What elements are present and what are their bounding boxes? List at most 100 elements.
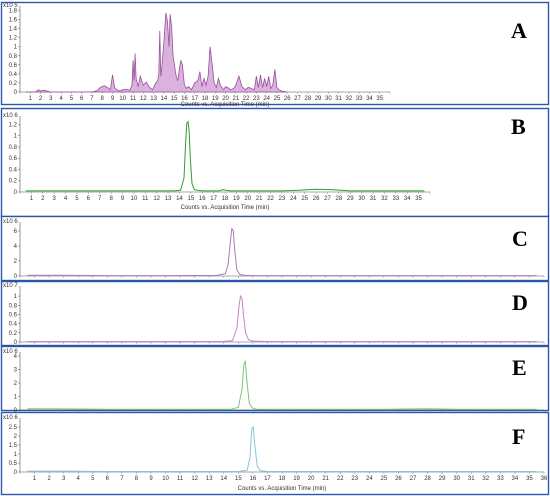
x-tick-label: 8 <box>135 476 139 482</box>
x-tick-label: 31 <box>468 476 475 482</box>
x-tick-label: 21 <box>322 476 329 482</box>
x-tick-label: 4 <box>59 96 63 102</box>
x-tick-label: 32 <box>381 196 388 202</box>
x-tick-label: 20 <box>244 196 251 202</box>
series-line <box>25 120 425 192</box>
y-multiplier-label: x10 6 <box>3 415 18 421</box>
y-tick-label: 0.8 <box>9 303 18 309</box>
y-tick-label: 0.5 <box>9 461 18 467</box>
y-tick-label: 0.4 <box>9 167 18 173</box>
series-line <box>27 425 537 472</box>
y-multiplier-label: x10 6 <box>3 113 18 119</box>
x-tick-label: 24 <box>263 96 270 102</box>
x-tick-label: 28 <box>336 196 343 202</box>
x-tick-label: 4 <box>77 476 81 482</box>
y-tick-label: 2.5 <box>9 425 18 431</box>
x-tick-label: 20 <box>222 96 229 102</box>
y-tick-label: 1.2 <box>9 122 18 128</box>
x-tick-label: 4 <box>64 196 68 202</box>
x-tick-label: 29 <box>439 476 446 482</box>
x-tick-label: 16 <box>181 96 188 102</box>
x-tick-label: 24 <box>290 196 297 202</box>
x-tick-label: 32 <box>346 96 353 102</box>
x-tick-label: 9 <box>121 196 125 202</box>
x-tick-label: 20 <box>308 476 315 482</box>
y-tick-label: 1.5 <box>9 443 18 449</box>
x-tick-label: 11 <box>130 96 137 102</box>
y-tick-label: 0.6 <box>9 156 18 162</box>
x-tick-label: 3 <box>52 196 56 202</box>
y-multiplier-label: x10 5 <box>3 3 18 9</box>
x-tick-label: 22 <box>267 196 274 202</box>
x-tick-label: 19 <box>233 196 240 202</box>
x-tick-label: 25 <box>274 96 281 102</box>
chart-panel-c: x10 6 0 2 4 6 C <box>0 215 550 282</box>
x-tick-label: 17 <box>191 96 198 102</box>
panel-letter-b: B <box>511 114 526 139</box>
y-tick-label: 0.8 <box>9 145 18 151</box>
y-tick-label: 1.6 <box>9 18 18 24</box>
x-tick-label: 24 <box>366 476 373 482</box>
y-tick-label: 1 <box>14 452 18 458</box>
y-tick-label: 3 <box>14 368 18 374</box>
y-multiplier-label: x10 6 <box>3 349 18 355</box>
x-tick-label: 21 <box>256 196 263 202</box>
x-tick-label: 23 <box>279 196 286 202</box>
x-tick-label: 6 <box>106 476 110 482</box>
y-tick-label: 0.6 <box>9 63 18 69</box>
panel-letter-a: A <box>511 18 527 43</box>
chart-panel-b: x10 600.20.40.60.811.21 2 3 4 5 6 7 8 9 10 11 12 13 1… <box>0 107 550 218</box>
x-tick-label: 17 <box>210 196 217 202</box>
x-tick-label: 1 <box>30 196 34 202</box>
x-tick-label: 12 <box>140 96 147 102</box>
x-tick-label: 18 <box>279 476 286 482</box>
x-tick-label: 11 <box>177 476 184 482</box>
x-tick-label: 30 <box>453 476 460 482</box>
x-tick-label: 15 <box>187 196 194 202</box>
x-axis-label: Counts vs. Acquisition Time (min) <box>238 486 327 492</box>
x-tick-label: 32 <box>482 476 489 482</box>
x-tick-label: 3 <box>49 96 53 102</box>
x-tick-label: 30 <box>358 196 365 202</box>
x-tick-label: 19 <box>293 476 300 482</box>
y-tick-label: 1 <box>14 294 18 300</box>
x-tick-label: 6 <box>87 196 91 202</box>
x-tick-label: 9 <box>111 96 115 102</box>
x-tick-label: 1 <box>29 96 33 102</box>
chart-panel-e: x10 6 0 1 2 3 4 E <box>0 345 550 414</box>
x-tick-label: 26 <box>284 96 291 102</box>
x-tick-label: 10 <box>131 196 138 202</box>
x-tick-label: 18 <box>222 196 229 202</box>
y-tick-label: 0.6 <box>9 312 18 318</box>
panel-frame <box>0 280 550 347</box>
series-line <box>27 359 537 410</box>
x-tick-label: 2 <box>41 196 45 202</box>
x-tick-label: 7 <box>120 476 124 482</box>
x-tick-label: 33 <box>497 476 504 482</box>
panel-letter-e: E <box>512 355 527 380</box>
y-tick-label: 2 <box>14 434 18 440</box>
y-tick-label: 0 <box>14 408 18 414</box>
x-tick-label: 16 <box>250 476 257 482</box>
x-tick-label: 11 <box>142 196 149 202</box>
x-tick-label: 31 <box>370 196 377 202</box>
series-area <box>25 12 288 93</box>
y-tick-label: 0 <box>14 340 18 346</box>
x-tick-label: 14 <box>176 196 183 202</box>
y-tick-label: 0.4 <box>9 72 18 78</box>
x-tick-label: 17 <box>264 476 271 482</box>
y-tick-label: 4 <box>14 244 18 250</box>
y-tick-label: 0 <box>14 90 18 96</box>
x-tick-label: 26 <box>395 476 402 482</box>
chart-panel-f: x10 600.511.522.51 2 3 4 5 6 7 8 9 10 11 12 13 14 15 16… <box>0 411 550 496</box>
x-tick-label: 15 <box>171 96 178 102</box>
x-tick-label: 35 <box>376 96 383 102</box>
panel-letter-d: D <box>512 290 528 315</box>
x-tick-label: 22 <box>337 476 344 482</box>
x-tick-label: 12 <box>153 196 160 202</box>
panel-letter-c: C <box>512 226 528 251</box>
y-tick-label: 2 <box>14 259 18 265</box>
x-axis-label: Counts vs. Acquisition Time (min) <box>181 205 270 211</box>
series-line <box>27 227 537 277</box>
